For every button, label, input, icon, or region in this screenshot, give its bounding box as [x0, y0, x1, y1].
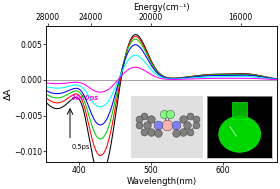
Text: 0.5ps: 0.5ps: [71, 144, 90, 150]
X-axis label: Energy(cm⁻¹): Energy(cm⁻¹): [133, 3, 190, 12]
X-axis label: Wavelength(nm): Wavelength(nm): [126, 177, 197, 186]
Text: 3000ps: 3000ps: [71, 95, 99, 101]
Y-axis label: ΔA: ΔA: [3, 88, 13, 100]
